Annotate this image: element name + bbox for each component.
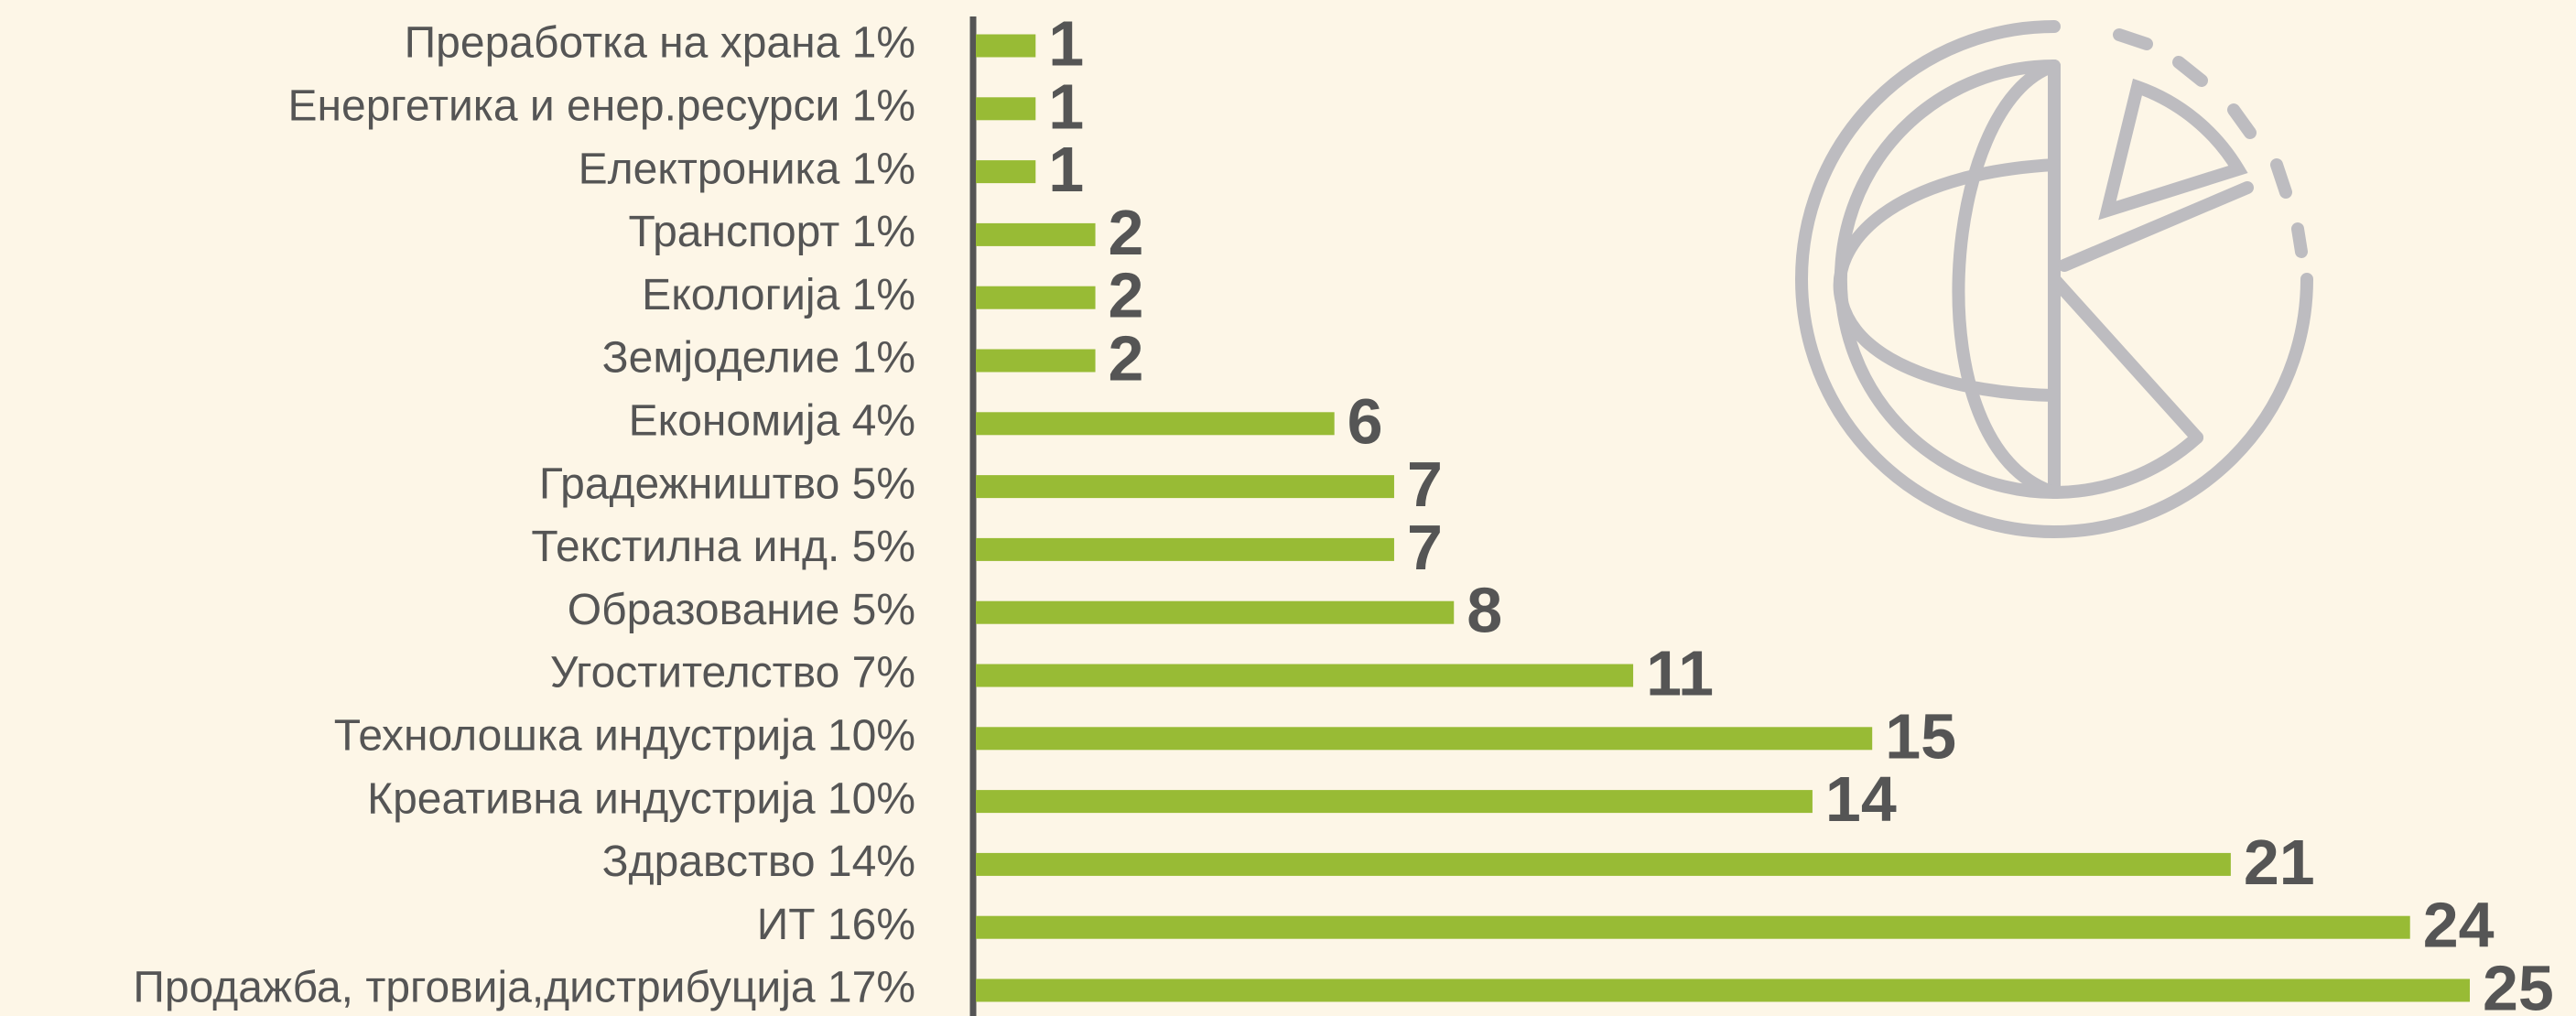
bar [976, 915, 2410, 939]
bar [976, 97, 1036, 121]
bar [976, 475, 1394, 499]
category-label: Преработка на храна 1% [405, 19, 915, 68]
inner-ring [1834, 59, 2203, 499]
bar [976, 34, 1036, 58]
value-label: 21 [2244, 827, 2315, 898]
value-label: 6 [1348, 385, 1383, 457]
value-label: 8 [1467, 575, 1502, 646]
meridian [1952, 59, 2061, 499]
outer-ring [1795, 20, 2313, 538]
bar [976, 349, 1096, 373]
category-label: Образование 5% [568, 586, 915, 634]
value-label: 2 [1109, 260, 1144, 331]
category-label: ИТ 16% [757, 901, 915, 949]
category-label: Транспорт 1% [628, 208, 915, 256]
value-label: 24 [2423, 890, 2495, 961]
bar [976, 286, 1096, 309]
bar [976, 664, 1634, 687]
category-label: Технолошка индустрија 10% [334, 711, 915, 760]
value-label: 14 [1825, 763, 1897, 835]
value-label: 25 [2483, 952, 2554, 1016]
outer-dashes [2113, 28, 2308, 258]
category-label: Енергетика и енер.ресурси 1% [288, 81, 916, 130]
logo-icon [1795, 20, 2313, 538]
parallel [1833, 158, 2061, 402]
pie-line [2048, 273, 2203, 444]
category-label: Градежништво 5% [539, 459, 915, 508]
bar [976, 852, 2231, 876]
bar [976, 978, 2470, 1002]
value-label: 7 [1407, 512, 1443, 583]
value-label: 7 [1407, 449, 1443, 520]
value-label: 1 [1048, 70, 1084, 142]
value-label: 2 [1109, 197, 1144, 268]
category-label: Електроника 1% [579, 145, 915, 193]
category-label: Здравство 14% [602, 838, 915, 886]
category-label: Екологија 1% [642, 271, 915, 319]
bar [976, 537, 1394, 561]
value-label: 11 [1646, 637, 1714, 708]
bar [976, 222, 1096, 246]
category-label: Продажба, трговија,дистрибуција 17% [133, 964, 915, 1012]
value-label: 2 [1109, 322, 1144, 394]
bar [976, 600, 1455, 624]
pie-wedge [2098, 78, 2248, 221]
bar [976, 160, 1036, 184]
value-label: 1 [1048, 134, 1084, 205]
value-label: 1 [1048, 7, 1084, 79]
value-label: 15 [1885, 700, 1956, 772]
bar [976, 412, 1335, 436]
category-label: Економија 4% [629, 396, 915, 445]
category-label: Земјоделие 1% [602, 334, 915, 383]
category-label: Угостителство 7% [550, 649, 915, 697]
category-label: Креативна индустрија 10% [367, 774, 915, 823]
category-label: Текстилна инд. 5% [531, 523, 915, 571]
bar [976, 727, 1873, 751]
bar [976, 790, 1813, 814]
pie-line [2058, 181, 2254, 272]
